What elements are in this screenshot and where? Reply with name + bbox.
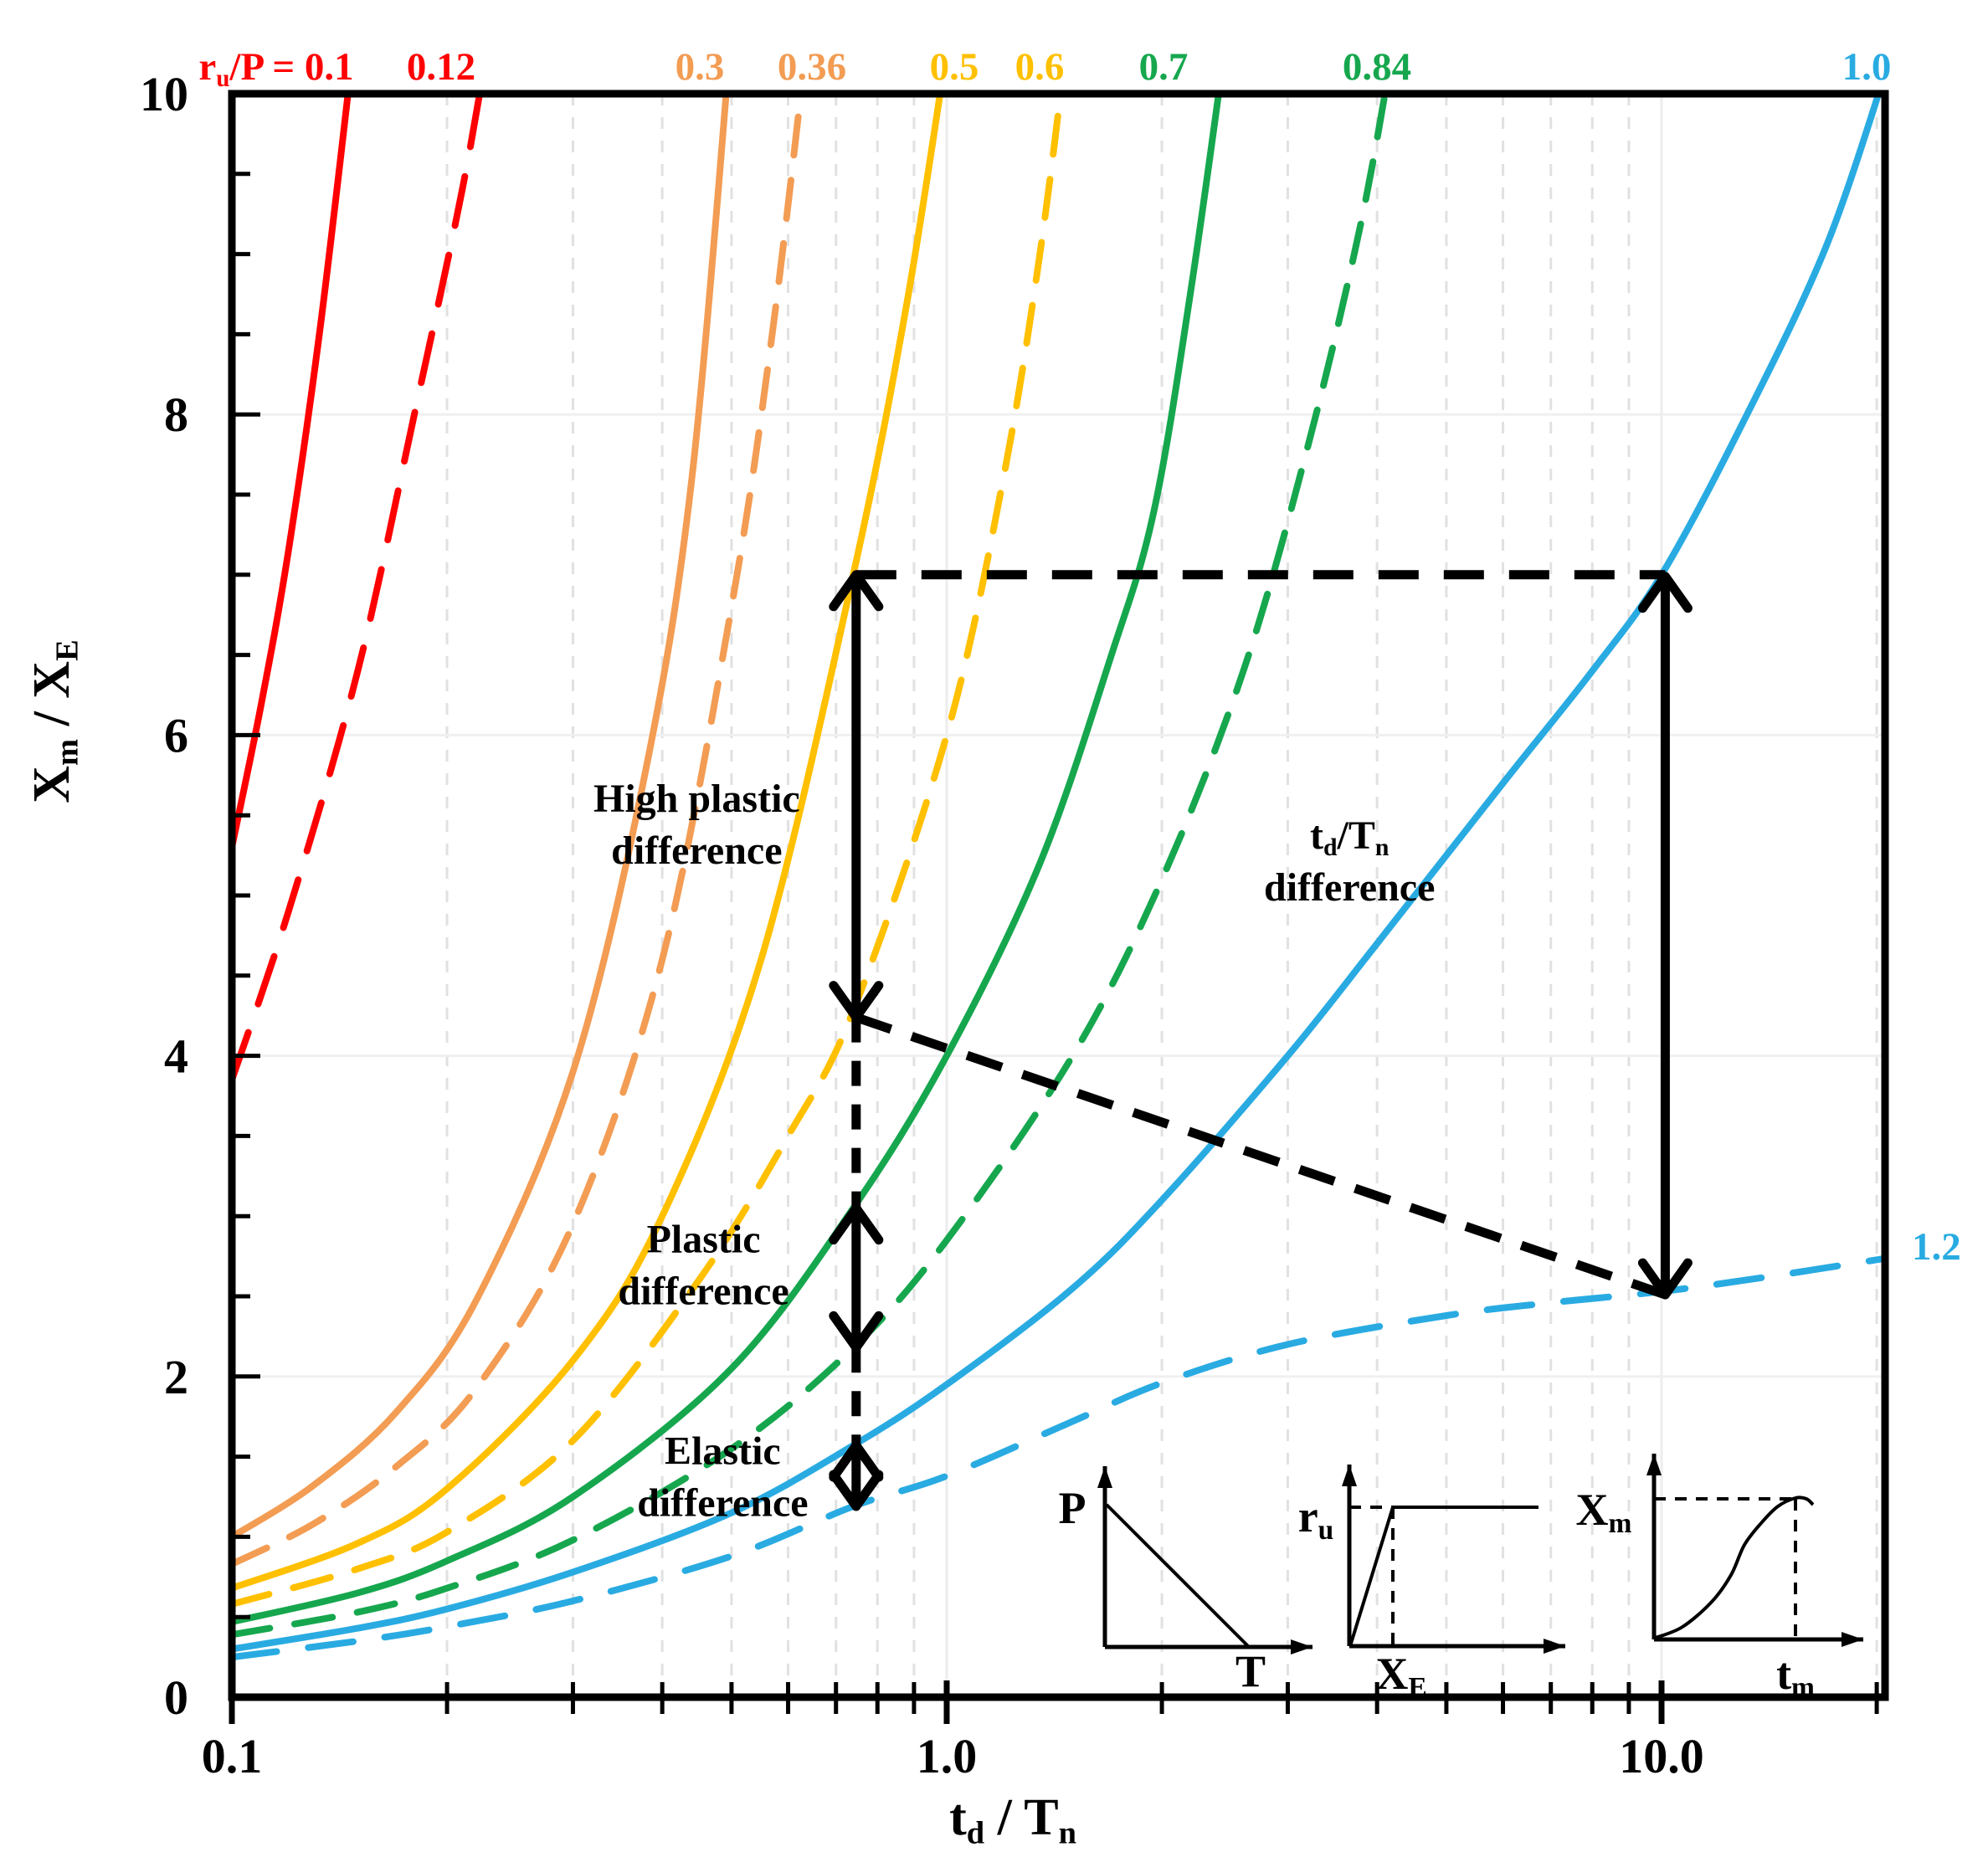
resistance-sketch: ru XE [1298,1465,1565,1703]
inset-line [1105,1503,1251,1649]
curve-label-1.2: 1.2 [1912,1225,1961,1269]
y-tick-label: 4 [164,1029,188,1084]
x-axis-title: td / Tn [949,1789,1076,1851]
subscript: m [50,739,85,766]
arrowhead-down-icon [1637,1258,1693,1300]
curves [232,94,1885,1661]
annotations: High plastic difference Plastic difference E… [593,570,1693,1526]
curve-label-0.1: ru/P = 0.1 [198,45,353,92]
subscript: d [1323,834,1338,861]
subscript: d [967,1816,984,1851]
annotation-plastic-difference: Plastic difference [618,1218,789,1314]
annotation-td-tn-difference: td/Tn difference [1264,813,1435,910]
inset-label: T [1235,1646,1266,1696]
curve-ru-0.7 [232,94,1222,1625]
axis-arrowhead-icon [1544,1639,1565,1654]
gridlines [232,94,1885,1697]
arrowhead-down-icon [829,1470,884,1511]
axis-arrowhead-icon [1097,1466,1112,1488]
response-history-sketch: Xm tm [1576,1454,1863,1703]
curve-ru-1.2 [232,1254,1885,1661]
subscript: n [1375,834,1390,861]
load-pulse-sketch: PT [1059,1466,1312,1696]
curve-label-0.84: 0.84 [1343,45,1411,89]
plot-border [228,90,1889,1701]
curve-label-0.3: 0.3 [676,45,725,89]
inset-label: Xm [1576,1485,1632,1539]
y-tick-label: 8 [164,387,188,442]
axis-arrowhead-icon [1342,1465,1357,1486]
axis-arrowhead-icon [1842,1632,1863,1647]
diagonal-dashed-line [855,1013,1667,1300]
axis-arrowhead-icon [1646,1454,1662,1475]
curve-label-1.0: 1.0 [1842,45,1892,89]
curve-ru-0.12 [232,94,484,1084]
subscript: E [50,639,85,661]
axis-arrowhead-icon [1291,1639,1312,1654]
curve-ru-0.36 [232,94,804,1567]
curve-ru-0.6 [232,94,1065,1608]
arrowhead-up-icon [829,1440,884,1482]
curve-ru-0.3 [232,94,730,1541]
curve-ru-0.1 [232,94,352,851]
inset-label: tm [1776,1649,1815,1703]
arrowhead-up-icon [1637,572,1693,613]
curve-label-0.36: 0.36 [778,45,846,89]
y-tick-label: 10 [140,67,188,121]
subscript: u [216,65,229,92]
subscript: E [1408,1672,1426,1703]
curve-label-0.6: 0.6 [1015,45,1065,89]
curve-ru-0.5 [232,94,944,1592]
arrowhead-up-icon [829,570,884,612]
inset-line [1348,1506,1395,1647]
curve-ru-0.84 [232,94,1389,1639]
curve-label-0.5: 0.5 [930,45,979,89]
inset-label: XE [1375,1649,1426,1703]
annotation-high-plastic-difference: High plastic difference [593,777,800,873]
y-axis-title: Xm / XE [23,639,85,803]
y-tick-label: 2 [164,1350,188,1404]
inset-curve [1655,1495,1815,1639]
inset-label: P [1059,1483,1086,1533]
inset-label: ru [1298,1491,1334,1546]
x-tick-label: 0.1 [202,1729,263,1783]
y-tick-label: 0 [164,1670,188,1725]
subscript: u [1318,1515,1334,1546]
arrowhead-up-icon [829,1203,884,1245]
subscript: m [1609,1508,1632,1539]
y-tick-label: 6 [164,708,188,762]
subscript: m [1791,1672,1815,1703]
curve-label-0.7: 0.7 [1139,45,1189,89]
axis-tick-labels: 0.1 1.0 10.0 0 2 4 6 8 10 [140,67,1704,1783]
curve-label-0.12: 0.12 [407,45,475,89]
curve-ru-1.0 [232,94,1883,1653]
annotation-elastic-difference: Elastic difference [637,1429,808,1526]
subscript: n [1059,1816,1076,1851]
arrowhead-down-icon [829,1311,884,1352]
x-tick-label: 10.0 [1619,1729,1704,1783]
x-tick-label: 1.0 [917,1729,978,1783]
